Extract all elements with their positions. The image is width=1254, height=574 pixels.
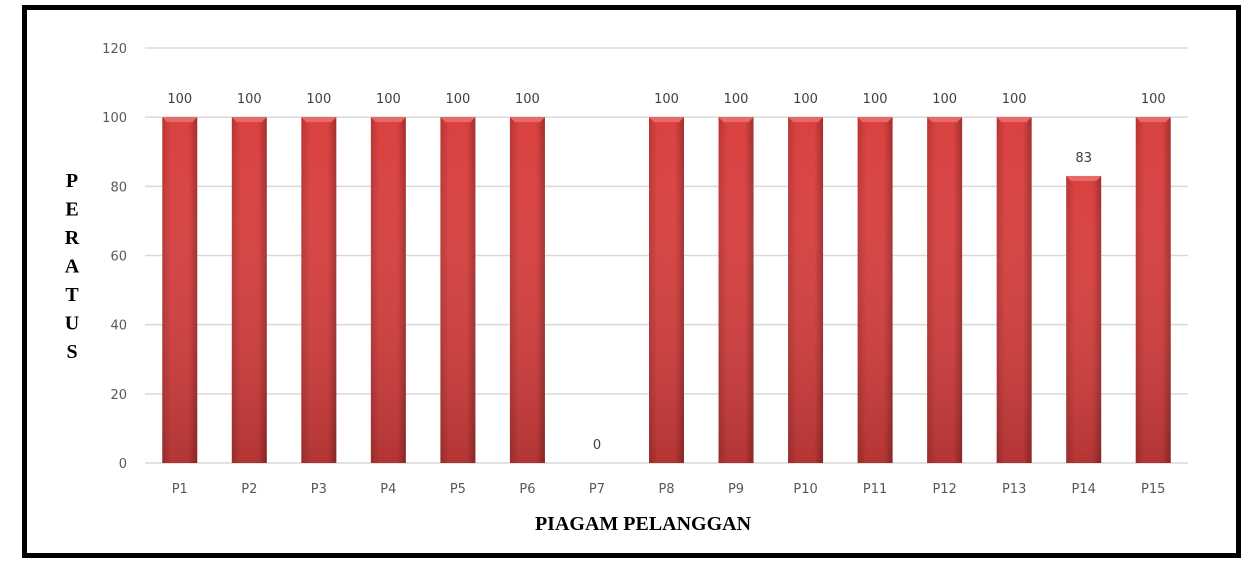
data-label: 83 — [1075, 151, 1092, 166]
bar-shade — [927, 117, 963, 464]
bar-shade — [231, 117, 267, 464]
y-tick-label: 120 — [102, 42, 127, 57]
bar-bevel — [718, 117, 754, 123]
bar-bevel — [1135, 117, 1171, 123]
chart-frame — [22, 5, 1241, 558]
x-tick-label: P7 — [589, 482, 605, 497]
data-label: 100 — [724, 92, 749, 107]
y-title-letter: R — [65, 227, 80, 249]
data-label: 100 — [793, 92, 818, 107]
bar-shade — [440, 117, 476, 464]
y-title-letter: P — [66, 170, 78, 192]
x-tick-label: P11 — [863, 482, 887, 497]
x-tick-label: P6 — [519, 482, 535, 497]
x-tick-label: P10 — [793, 482, 817, 497]
bar-bevel — [788, 117, 824, 123]
y-title-letter: S — [66, 341, 77, 363]
bar-shade — [649, 117, 684, 464]
y-title-letter: U — [65, 313, 79, 335]
y-tick-label: 0 — [119, 457, 127, 472]
bar-bevel — [857, 117, 893, 123]
x-tick-label: P9 — [728, 482, 744, 497]
y-title-letter: A — [65, 256, 80, 278]
x-tick-label: P5 — [450, 482, 466, 497]
x-tick-label: P4 — [380, 482, 396, 497]
data-label: 100 — [654, 92, 679, 107]
data-label: 100 — [167, 92, 192, 107]
x-tick-label: P12 — [932, 482, 956, 497]
x-tick-label: P13 — [1002, 482, 1026, 497]
bar-bevel — [927, 117, 963, 123]
data-label: 100 — [1002, 92, 1027, 107]
y-tick-label: 60 — [110, 250, 127, 265]
bar-shade — [162, 117, 198, 464]
bar-shade — [370, 117, 406, 464]
y-title-letter: E — [65, 199, 78, 221]
data-label: 0 — [593, 438, 601, 453]
bar-shade — [996, 117, 1032, 464]
x-tick-label: P8 — [658, 482, 674, 497]
bar-shade — [509, 117, 545, 464]
x-tick-label: P3 — [311, 482, 327, 497]
x-tick-label: P2 — [241, 482, 257, 497]
x-tick-label: P14 — [1072, 482, 1096, 497]
data-label: 100 — [376, 92, 401, 107]
bar-bevel — [509, 117, 545, 123]
bar-bevel — [649, 117, 684, 123]
data-label: 100 — [1141, 92, 1166, 107]
bar-bevel — [440, 117, 476, 123]
bar-shade — [718, 117, 754, 464]
bar-bevel — [1066, 175, 1102, 181]
y-title-letter: T — [65, 284, 79, 306]
bar-shade — [1066, 175, 1102, 464]
x-tick-label: P1 — [172, 482, 188, 497]
y-tick-label: 40 — [110, 319, 127, 334]
y-tick-label: 20 — [110, 388, 127, 403]
bar-bevel — [162, 117, 198, 123]
data-label: 100 — [237, 92, 262, 107]
bar-bevel — [370, 117, 406, 123]
bar-bevel — [301, 117, 337, 123]
bar-shade — [857, 117, 893, 464]
x-axis-title: PIAGAM PELANGGAN — [535, 513, 752, 535]
y-tick-label: 100 — [102, 111, 127, 126]
data-label: 100 — [515, 92, 540, 107]
y-tick-label: 80 — [110, 180, 127, 195]
bar-bevel — [231, 117, 267, 123]
bar-shade — [301, 117, 337, 464]
data-label: 100 — [445, 92, 470, 107]
bar-bevel — [996, 117, 1032, 123]
bar-shade — [788, 117, 824, 464]
data-label: 100 — [306, 92, 331, 107]
bar-shade — [1135, 117, 1171, 464]
data-label: 100 — [932, 92, 957, 107]
data-label: 100 — [863, 92, 888, 107]
x-tick-label: P15 — [1141, 482, 1165, 497]
